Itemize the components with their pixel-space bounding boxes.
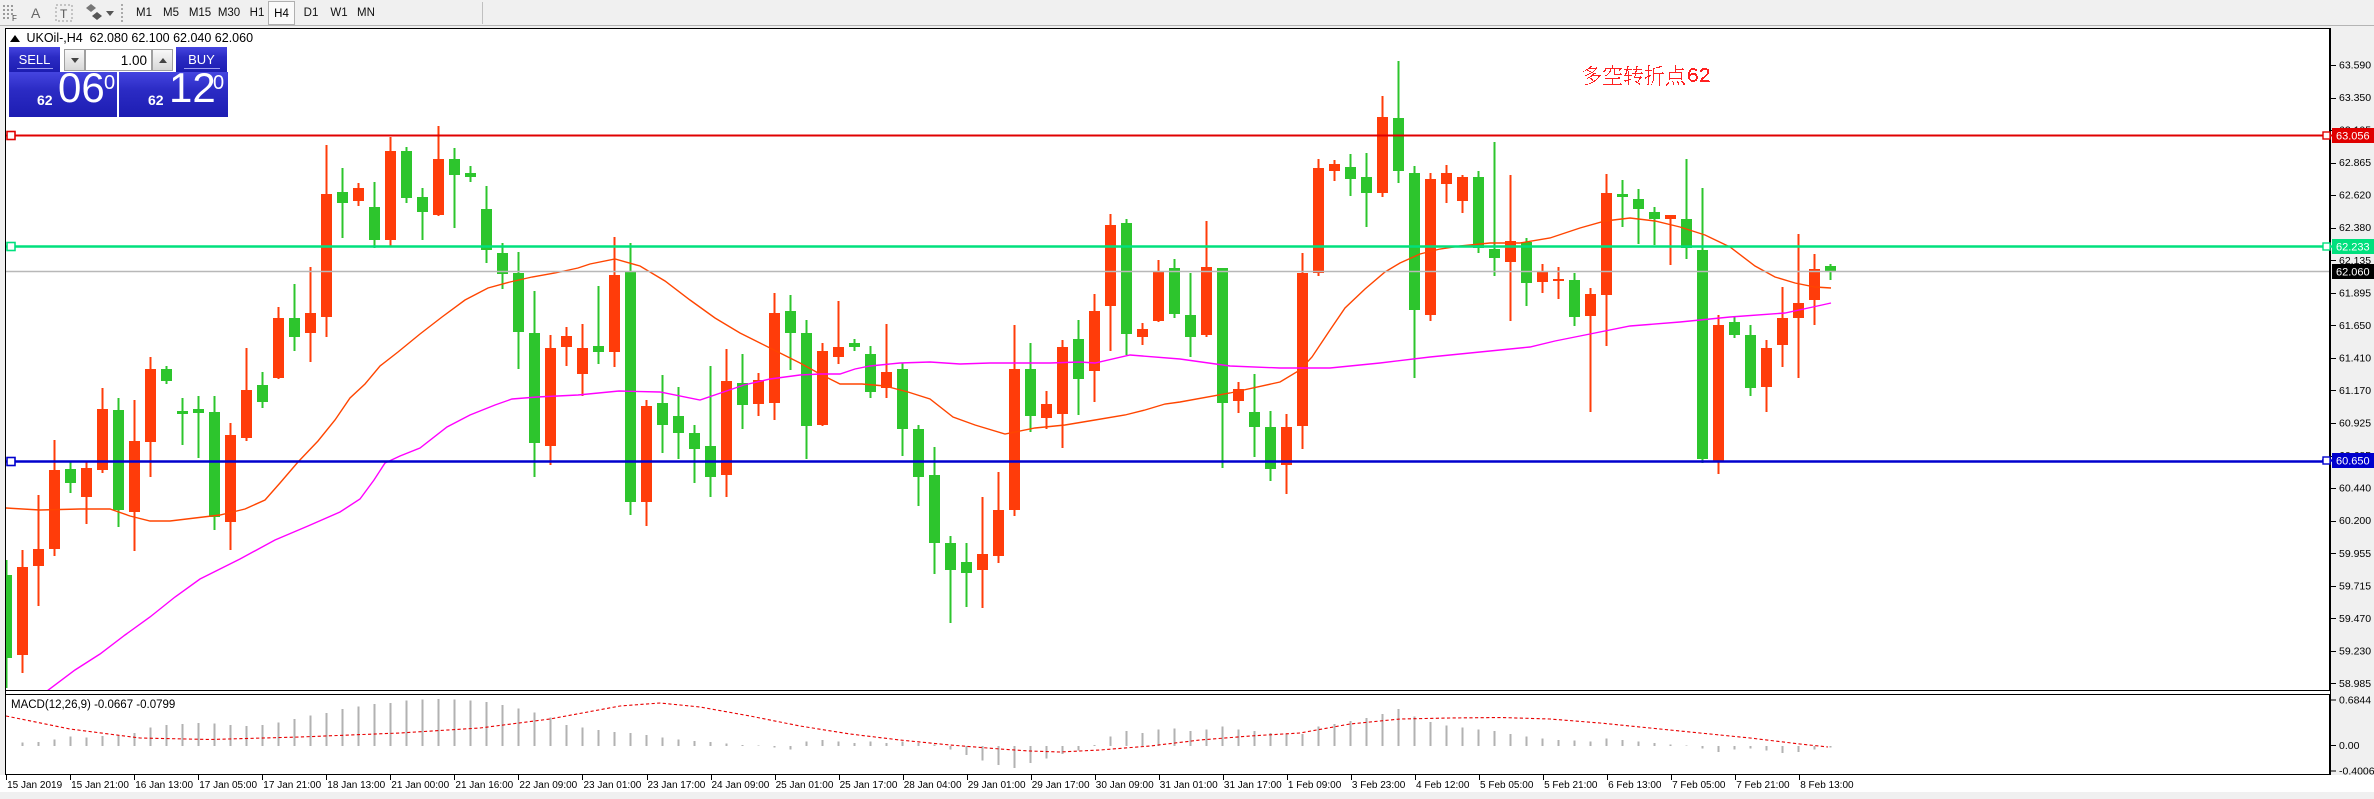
svg-text:60.650: 60.650 [2336, 456, 2370, 468]
svg-text:21 Jan 16:00: 21 Jan 16:00 [455, 780, 513, 791]
svg-text:25 Jan 17:00: 25 Jan 17:00 [840, 780, 898, 791]
svg-text:62.620: 62.620 [2339, 190, 2371, 202]
svg-text:30 Jan 09:00: 30 Jan 09:00 [1096, 780, 1154, 791]
svg-text:6 Feb 13:00: 6 Feb 13:00 [1608, 780, 1662, 791]
svg-text:25 Jan 01:00: 25 Jan 01:00 [776, 780, 834, 791]
svg-text:62.380: 62.380 [2339, 222, 2371, 234]
svg-text:21 Jan 00:00: 21 Jan 00:00 [391, 780, 449, 791]
svg-text:3 Feb 23:00: 3 Feb 23:00 [1352, 780, 1406, 791]
svg-text:7 Feb 21:00: 7 Feb 21:00 [1736, 780, 1790, 791]
svg-text:1 Feb 09:00: 1 Feb 09:00 [1288, 780, 1342, 791]
svg-text:28 Jan 04:00: 28 Jan 04:00 [904, 780, 962, 791]
svg-text:60.440: 60.440 [2339, 483, 2371, 495]
svg-text:8 Feb 13:00: 8 Feb 13:00 [1800, 780, 1854, 791]
svg-text:5 Feb 05:00: 5 Feb 05:00 [1480, 780, 1534, 791]
svg-text:61.170: 61.170 [2339, 385, 2371, 397]
svg-text:62.135: 62.135 [2339, 255, 2371, 267]
svg-text:22 Jan 09:00: 22 Jan 09:00 [519, 780, 577, 791]
svg-text:4 Feb 12:00: 4 Feb 12:00 [1416, 780, 1470, 791]
svg-text:17 Jan 21:00: 17 Jan 21:00 [263, 780, 321, 791]
svg-text:29 Jan 17:00: 29 Jan 17:00 [1032, 780, 1090, 791]
svg-text:63.350: 63.350 [2339, 92, 2371, 104]
svg-text:15 Jan 2019: 15 Jan 2019 [7, 780, 62, 791]
svg-text:31 Jan 17:00: 31 Jan 17:00 [1224, 780, 1282, 791]
svg-text:18 Jan 13:00: 18 Jan 13:00 [327, 780, 385, 791]
svg-text:A: A [31, 5, 41, 21]
svg-text:29 Jan 01:00: 29 Jan 01:00 [968, 780, 1026, 791]
svg-text:0.00: 0.00 [2339, 740, 2360, 752]
svg-text:24 Jan 09:00: 24 Jan 09:00 [712, 780, 770, 791]
svg-text:F: F [12, 14, 17, 23]
svg-text:MACD(12,26,9) -0.0667 -0.0799: MACD(12,26,9) -0.0667 -0.0799 [11, 699, 175, 711]
svg-text:61.650: 61.650 [2339, 320, 2371, 332]
svg-text:15 Jan 21:00: 15 Jan 21:00 [71, 780, 129, 791]
svg-text:16 Jan 13:00: 16 Jan 13:00 [135, 780, 193, 791]
svg-text:23 Jan 01:00: 23 Jan 01:00 [584, 780, 642, 791]
svg-text:60.925: 60.925 [2339, 418, 2371, 430]
svg-text:-0.4006: -0.4006 [2339, 766, 2374, 778]
svg-text:62.865: 62.865 [2339, 157, 2371, 169]
svg-text:59.715: 59.715 [2339, 580, 2371, 592]
svg-text:61.895: 61.895 [2339, 287, 2371, 299]
svg-text:63.590: 63.590 [2339, 60, 2371, 72]
svg-text:23 Jan 17:00: 23 Jan 17:00 [648, 780, 706, 791]
svg-text:59.955: 59.955 [2339, 548, 2371, 560]
svg-text:62.233: 62.233 [2336, 242, 2370, 254]
svg-text:31 Jan 01:00: 31 Jan 01:00 [1160, 780, 1218, 791]
svg-text:62.060: 62.060 [2336, 267, 2370, 279]
svg-text:61.410: 61.410 [2339, 352, 2371, 364]
svg-text:60.200: 60.200 [2339, 515, 2371, 527]
svg-text:59.470: 59.470 [2339, 613, 2371, 625]
svg-text:63.056: 63.056 [2336, 131, 2370, 143]
svg-text:58.985: 58.985 [2339, 678, 2371, 690]
svg-text:7 Feb 05:00: 7 Feb 05:00 [1672, 780, 1726, 791]
svg-text:59.230: 59.230 [2339, 645, 2371, 657]
svg-text:5 Feb 21:00: 5 Feb 21:00 [1544, 780, 1598, 791]
svg-text:0.6844: 0.6844 [2339, 695, 2371, 707]
svg-text:T: T [60, 7, 68, 21]
svg-text:17 Jan 05:00: 17 Jan 05:00 [199, 780, 257, 791]
